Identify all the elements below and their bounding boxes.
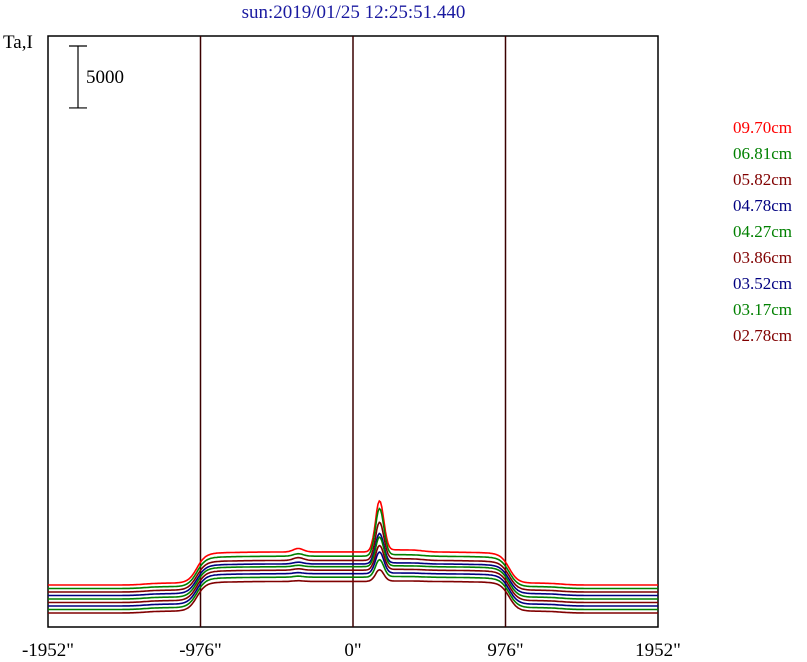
legend-entry: 04.78cm — [733, 196, 793, 215]
scale-bar-label: 5000 — [86, 67, 124, 88]
legend-entry: 06.81cm — [733, 144, 793, 163]
series-line-03.52cm — [48, 551, 658, 607]
series-line-05.82cm — [48, 521, 658, 593]
legend-entry: 09.70cm — [733, 118, 793, 137]
series-line-06.81cm — [48, 507, 658, 590]
x-tick-label: 0" — [344, 640, 361, 661]
x-tick-label: -1952" — [22, 640, 74, 661]
series-line-09.70cm — [48, 499, 658, 586]
legend-entry: 03.17cm — [733, 300, 793, 319]
x-tick-label: -976" — [179, 640, 222, 661]
legend-entry: 03.52cm — [733, 274, 793, 293]
legend-entry: 02.78cm — [733, 326, 793, 345]
x-tick-label: 976" — [487, 640, 523, 661]
chart-title: sun:2019/01/25 12:25:51.440 — [241, 2, 466, 23]
y-axis-label: Ta,I — [3, 32, 33, 53]
legend-entry: 03.86cm — [733, 248, 793, 267]
legend-entry: 05.82cm — [733, 170, 793, 189]
series-line-03.86cm — [48, 544, 658, 604]
legend-entry: 04.27cm — [733, 222, 793, 241]
series-line-02.78cm — [48, 568, 658, 614]
series-line-03.17cm — [48, 558, 658, 611]
x-tick-label: 1952" — [635, 640, 681, 661]
series-line-04.27cm — [48, 536, 658, 600]
series-line-04.78cm — [48, 532, 658, 597]
